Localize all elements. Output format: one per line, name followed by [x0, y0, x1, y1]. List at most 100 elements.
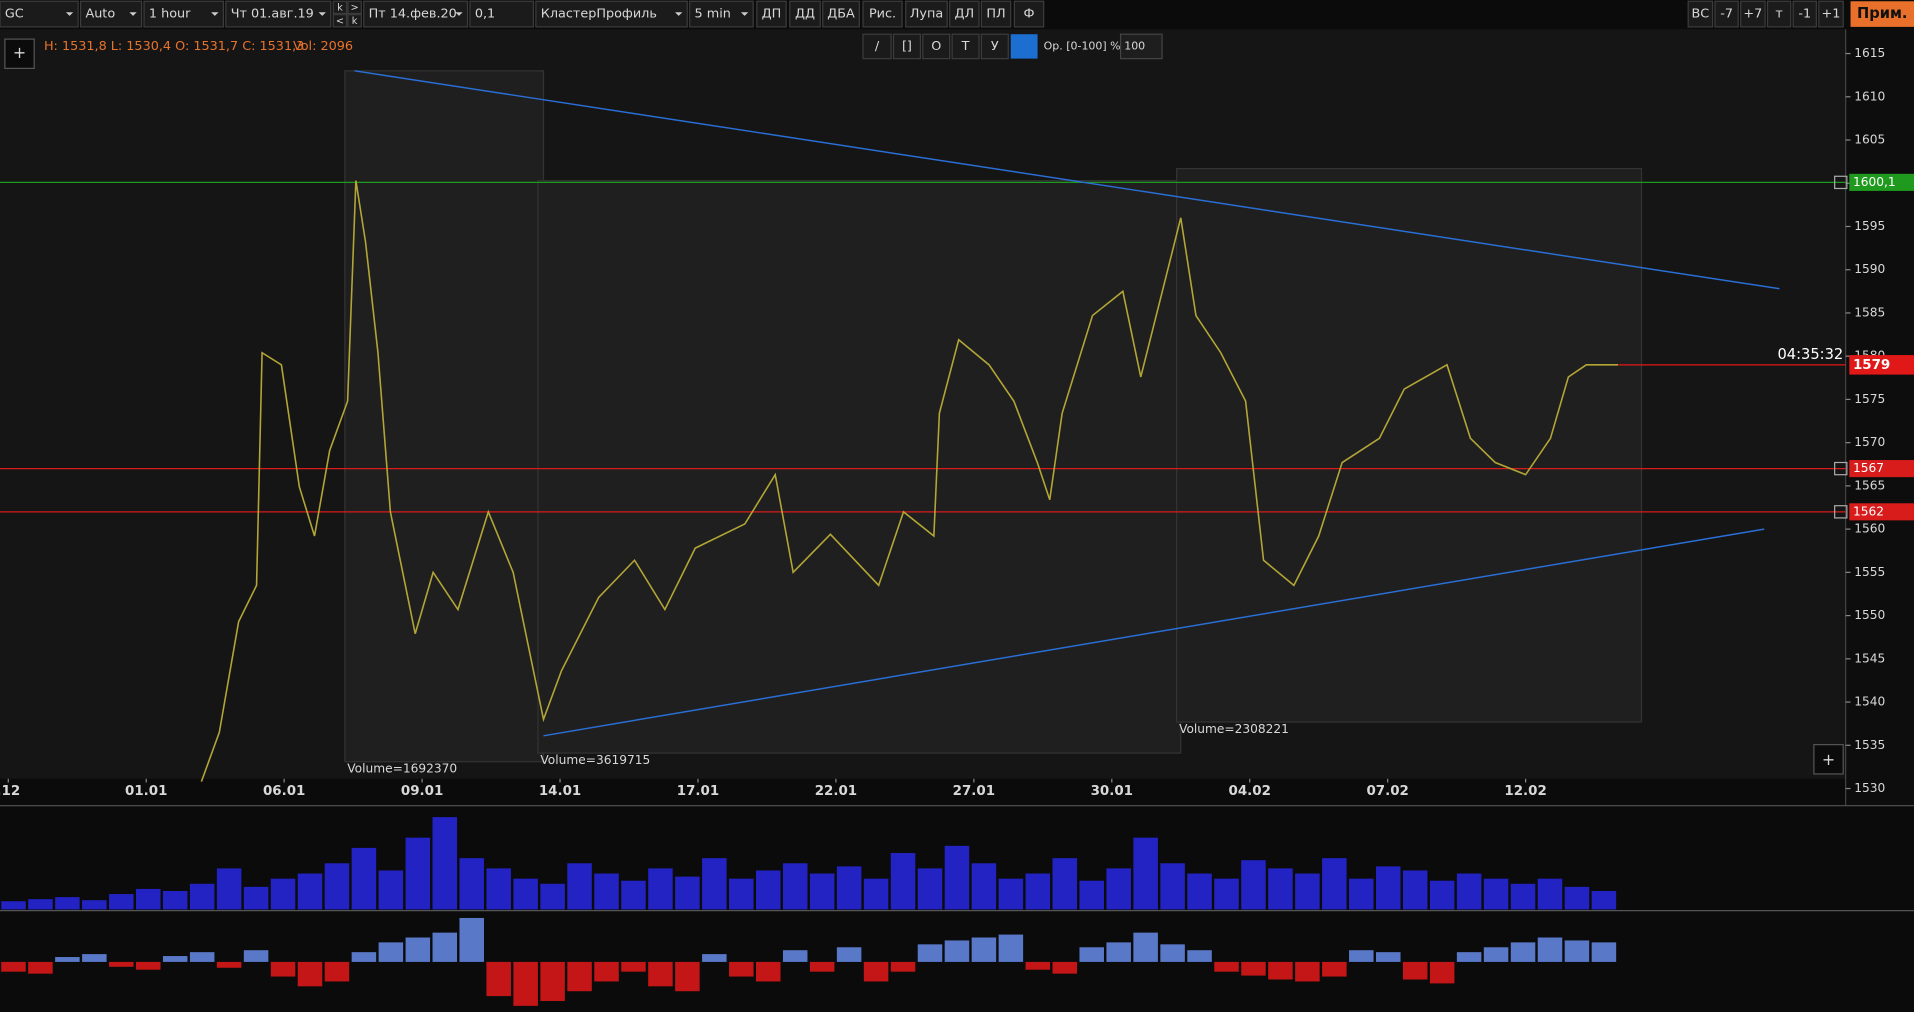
toolbar-button-text: -1 [1798, 7, 1811, 22]
toolbar-button[interactable] [1714, 0, 1739, 28]
level-label: 1600,1 [1853, 175, 1896, 189]
toolbar-button[interactable] [1818, 0, 1844, 28]
dropdown-arrow [211, 12, 219, 16]
delta-bar [297, 961, 323, 987]
y-tick-label: 1585 [1854, 305, 1885, 319]
volume-profile-label: Volume=3619715 [540, 753, 650, 767]
toolbar-button-text: У [991, 39, 999, 54]
toolbar-button-text: ДЛ [955, 7, 975, 22]
volume-bar [1079, 880, 1104, 910]
toolbar-button[interactable] [949, 0, 980, 28]
volume-bar [1214, 878, 1239, 910]
toolbar-field-text: 1 hour [149, 7, 191, 22]
x-tick-label: 01.01 [125, 784, 167, 799]
y-tick-label: 1550 [1854, 608, 1885, 622]
volume-bar [1241, 860, 1266, 910]
level-remove[interactable] [1834, 461, 1848, 476]
toolbar-button[interactable] [1687, 0, 1714, 28]
volume-bar [1456, 873, 1482, 910]
dropdown-arrow [318, 12, 326, 16]
toolbar-button[interactable] [862, 0, 903, 28]
x-tick-label: 14.01 [539, 784, 581, 799]
toolbar-field[interactable] [143, 0, 224, 28]
toolbar-field[interactable] [469, 0, 535, 28]
volume-bar [243, 886, 269, 910]
nav-button[interactable] [332, 0, 348, 15]
delta-bar [216, 961, 242, 968]
y-tick-label: 1535 [1854, 738, 1885, 752]
volume-bar [917, 868, 943, 910]
toolbar-button[interactable] [951, 33, 980, 60]
delta-bar [1564, 940, 1590, 962]
toolbar-button[interactable] [980, 0, 1012, 28]
level-remove[interactable] [1834, 505, 1848, 519]
delta-bar [1402, 961, 1428, 980]
toolbar-field[interactable] [0, 0, 79, 28]
y-tick-label: 1555 [1854, 565, 1885, 579]
level-label-box [1849, 460, 1914, 478]
delta-bar [243, 950, 269, 962]
toolbar-button-text: ДД [795, 7, 815, 22]
toolbar-button[interactable] [922, 33, 951, 60]
color-swatch[interactable] [1010, 34, 1038, 59]
volume-bar [1160, 863, 1185, 910]
volume-bar [28, 899, 53, 910]
toolbar-button[interactable] [756, 0, 787, 28]
volume-bar [702, 858, 727, 910]
add-button[interactable] [1813, 744, 1844, 775]
delta-bar [917, 944, 943, 962]
toolbar-button[interactable] [892, 33, 921, 60]
toolbar-button[interactable] [1740, 0, 1766, 28]
volume-bar [1537, 878, 1563, 910]
nav-button[interactable] [347, 14, 362, 28]
toolbar-button-text: т [1775, 7, 1783, 22]
volume-bar [486, 868, 511, 910]
volume-bar [162, 890, 188, 910]
toolbar-button[interactable] [1766, 0, 1792, 28]
delta-bar [1375, 952, 1401, 962]
volume-bar [1429, 880, 1455, 910]
volume-bar [729, 878, 754, 910]
toolbar-button[interactable] [789, 0, 821, 28]
delta-bar [782, 950, 808, 962]
volume-bar [55, 897, 80, 910]
volume-bar [1375, 866, 1401, 910]
toolbar-field[interactable] [535, 0, 688, 28]
opacity-input[interactable] [1119, 33, 1163, 60]
nav-button[interactable] [332, 14, 348, 28]
trend-line [354, 70, 1780, 290]
toolbar-field[interactable] [225, 0, 332, 28]
apply-button[interactable] [1850, 1, 1914, 27]
y-tick-label: 1540 [1854, 695, 1885, 709]
toolbar-button[interactable] [1792, 0, 1817, 28]
toolbar-button[interactable] [980, 33, 1009, 60]
volume-bar [324, 863, 350, 910]
toolbar-field[interactable] [363, 0, 469, 28]
delta-bar [378, 942, 404, 962]
toolbar-button-text: O [931, 39, 941, 54]
toolbar-button[interactable] [1013, 0, 1045, 28]
volume-bar [1025, 873, 1051, 910]
level-remove[interactable] [1834, 175, 1848, 190]
dropdown-arrow [455, 12, 463, 16]
x-tick-label: 09.01 [401, 784, 443, 799]
nav-button[interactable] [347, 0, 362, 15]
nav-button-text: k [352, 16, 358, 27]
delta-bar [513, 961, 538, 1006]
add-button[interactable] [4, 38, 35, 70]
toolbar-button[interactable] [822, 0, 860, 28]
volume-bar [567, 863, 592, 910]
volume-bar [1052, 858, 1078, 910]
delta-bar [809, 961, 835, 972]
toolbar-button[interactable] [905, 0, 948, 28]
volume-bar [351, 847, 377, 910]
toolbar-button[interactable] [862, 33, 892, 60]
delta-bar [648, 961, 673, 987]
volume-bar [216, 868, 242, 910]
delta-bar [162, 956, 188, 962]
volume-bar [189, 883, 215, 910]
delta-bar [675, 961, 700, 992]
delta-bar [540, 961, 565, 1001]
toolbar-field[interactable] [689, 0, 754, 28]
delta-bar [1483, 947, 1509, 962]
